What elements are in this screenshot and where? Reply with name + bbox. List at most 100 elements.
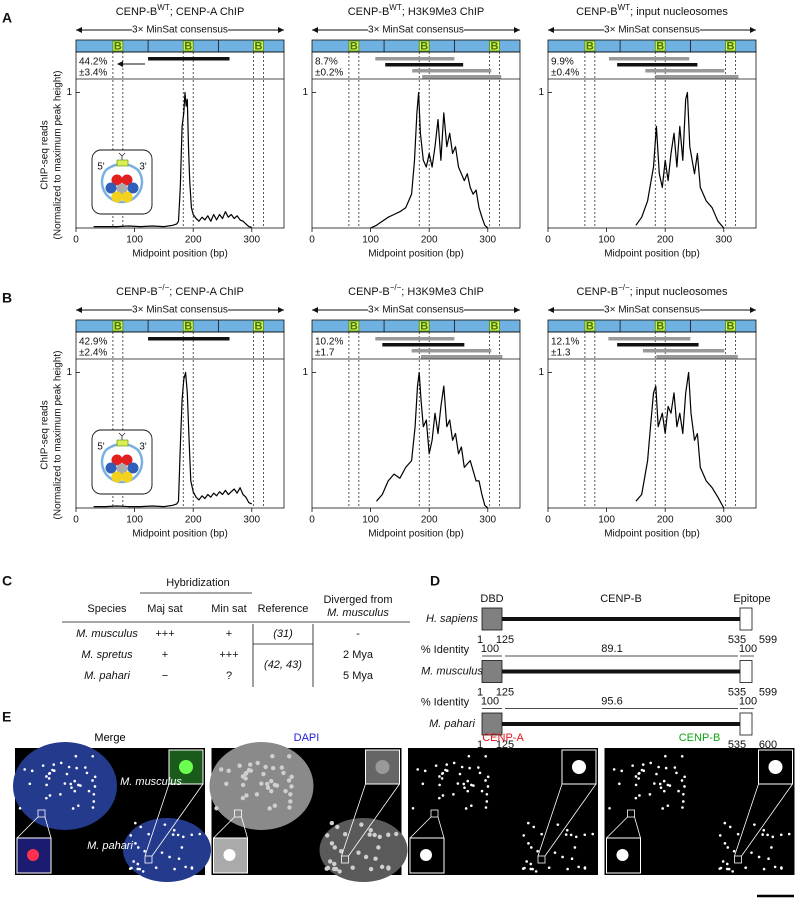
b-box xyxy=(725,40,736,52)
focus xyxy=(75,755,78,758)
focus xyxy=(224,782,228,786)
zoom-spot xyxy=(375,760,390,774)
zoom-lines xyxy=(606,783,793,857)
title-name: CENP-B xyxy=(116,286,158,298)
x-tick-label: 200 xyxy=(421,515,438,526)
position: 1 xyxy=(477,634,483,646)
column-header: Maj sat xyxy=(147,603,182,615)
focus xyxy=(77,784,80,787)
x-tick-label: 300 xyxy=(243,515,260,526)
position: 1 xyxy=(477,739,483,751)
focus xyxy=(737,833,740,836)
b-box xyxy=(654,40,666,52)
identity: 100 xyxy=(481,695,499,707)
focus xyxy=(468,767,471,770)
inset-3prime: 3' xyxy=(139,162,147,173)
position: 535 xyxy=(728,686,746,698)
focus xyxy=(52,763,55,766)
zoom-spot xyxy=(572,760,586,774)
focus xyxy=(444,769,447,772)
b-box xyxy=(584,40,596,52)
column-header: Species xyxy=(87,603,127,615)
plot-frame xyxy=(75,51,285,229)
focus xyxy=(683,776,686,779)
title-name: CENP-B xyxy=(576,6,618,18)
focus xyxy=(23,768,26,771)
x-tick-label: 100 xyxy=(362,235,379,246)
x-axis-label: Midpoint position (bp) xyxy=(604,249,700,260)
histone xyxy=(121,471,133,483)
b-box xyxy=(725,320,736,332)
focus xyxy=(70,786,73,789)
cell: 5 Mya xyxy=(343,670,374,682)
focus xyxy=(214,806,218,810)
nucleosome-bar xyxy=(375,57,455,61)
pointer-head xyxy=(117,61,123,67)
focus xyxy=(438,797,441,800)
profile-line xyxy=(93,371,253,508)
b-box xyxy=(348,320,360,332)
position: 125 xyxy=(496,686,514,698)
focus xyxy=(657,766,660,769)
focus xyxy=(724,842,727,845)
focus xyxy=(468,755,471,758)
focus xyxy=(536,850,539,853)
zoom-spot xyxy=(616,849,629,861)
focus xyxy=(728,868,731,871)
identity: 100 xyxy=(481,643,499,655)
cenpb-box xyxy=(116,439,129,447)
focus xyxy=(198,833,201,836)
micrograph-content xyxy=(13,742,211,882)
x-tick-label: 0 xyxy=(309,515,315,526)
cell: +++ xyxy=(219,649,238,661)
focus xyxy=(631,764,634,767)
nucleosome-bar xyxy=(148,57,230,61)
focus xyxy=(481,790,484,793)
histone xyxy=(127,182,139,194)
zoom-box xyxy=(341,855,349,864)
nucleus xyxy=(123,818,211,882)
histone xyxy=(105,182,117,194)
focus xyxy=(45,797,48,800)
focus xyxy=(94,776,97,779)
focus xyxy=(328,859,332,863)
species-name: M. spretus xyxy=(81,649,133,661)
focus xyxy=(275,783,279,787)
focus xyxy=(343,832,347,836)
focus xyxy=(653,782,656,785)
consensus-label: 3× MinSat consensus xyxy=(132,305,228,316)
x-tick-label: 200 xyxy=(185,235,202,246)
focus xyxy=(683,785,686,788)
focus xyxy=(412,807,415,810)
panel-label: E xyxy=(2,709,11,725)
inset-3prime: 3' xyxy=(139,442,147,453)
consensus-bar xyxy=(311,39,521,53)
plot-frame xyxy=(547,51,757,229)
focus xyxy=(59,793,62,796)
focus xyxy=(457,782,460,785)
focus xyxy=(369,867,373,871)
focus xyxy=(60,762,63,765)
zoom-spot xyxy=(179,760,193,774)
focus xyxy=(571,857,574,860)
species-name: M. musculus xyxy=(120,776,182,788)
b-box xyxy=(418,40,430,52)
title-name: CENP-B xyxy=(348,6,390,18)
focus xyxy=(269,789,273,793)
focus xyxy=(655,773,658,776)
focus xyxy=(255,792,259,796)
x-tick-label: 300 xyxy=(715,515,732,526)
species-name: M. musculus xyxy=(76,628,138,640)
nucleus xyxy=(210,742,314,830)
zoom-box xyxy=(537,855,546,864)
title-genotype: WT xyxy=(157,3,170,12)
focus xyxy=(330,821,334,825)
b-label: B xyxy=(420,40,428,52)
title-target: ; input nucleosomes xyxy=(630,6,728,18)
b-label: B xyxy=(420,320,428,332)
focus xyxy=(649,762,652,765)
focus xyxy=(442,794,445,797)
focus xyxy=(525,860,528,863)
chart-title: CENP-BWT; H3K9Me3 ChIP xyxy=(348,3,485,18)
